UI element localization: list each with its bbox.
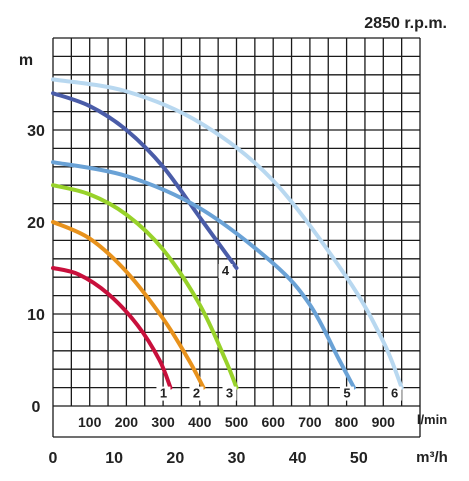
curve-2 <box>51 220 206 390</box>
x-axis-unit-m3h: m³/h <box>416 449 448 466</box>
curve-label-4: 4 <box>222 263 230 278</box>
curve-6 <box>51 77 404 390</box>
x-tick-lmin: 200 <box>115 414 139 430</box>
curve-1 <box>51 266 173 390</box>
curve-label-bg <box>218 264 233 278</box>
curve-label-6: 6 <box>391 386 398 401</box>
x-tick-m3h: 30 <box>228 450 246 467</box>
y-axis-label: m <box>19 52 33 69</box>
chart-title: 2850 r.p.m. <box>364 15 447 32</box>
curve-label-2: 2 <box>193 386 200 401</box>
curve-4 <box>51 91 239 270</box>
x-tick-lmin: 800 <box>335 414 359 430</box>
x-tick-lmin: 900 <box>372 414 396 430</box>
x-tick-m3h: 40 <box>289 450 307 467</box>
y-tick-label: 10 <box>27 307 45 324</box>
x-tick-lmin: 500 <box>225 414 249 430</box>
tick-labels: 0 10 20 30 100 200 300 400 500 600 700 800 900 0 10 20 3… <box>27 123 395 467</box>
y-tick-label: 30 <box>27 123 45 140</box>
x-tick-m3h: 20 <box>166 450 184 467</box>
curve-label-1: 1 <box>160 386 167 401</box>
x-tick-m3h: 0 <box>49 450 58 467</box>
x-tick-lmin: 700 <box>298 414 322 430</box>
curve-label-5: 5 <box>343 386 350 401</box>
x-tick-lmin: 600 <box>262 414 286 430</box>
grid <box>52 37 421 438</box>
x-tick-lmin: 400 <box>188 414 212 430</box>
curve-label-bg <box>222 386 237 401</box>
curve-3 <box>51 183 239 390</box>
x-tick-lmin: 100 <box>78 414 102 430</box>
y-tick-label: 0 <box>32 399 41 416</box>
x-tick-m3h: 10 <box>105 450 123 467</box>
curve-label-bg <box>387 386 402 401</box>
curve-5 <box>51 160 356 390</box>
x-tick-lmin: 300 <box>151 414 175 430</box>
curve-label-bg <box>189 386 204 401</box>
y-tick-label: 20 <box>27 215 45 232</box>
x-axis-unit-lmin: l/min <box>417 412 447 427</box>
curve-label-bg <box>339 386 354 401</box>
curve-label-3: 3 <box>226 386 233 401</box>
curve-label-bg <box>156 386 171 401</box>
x-tick-m3h: 50 <box>350 450 368 467</box>
curves: 1 2 3 4 5 6 <box>51 77 404 401</box>
